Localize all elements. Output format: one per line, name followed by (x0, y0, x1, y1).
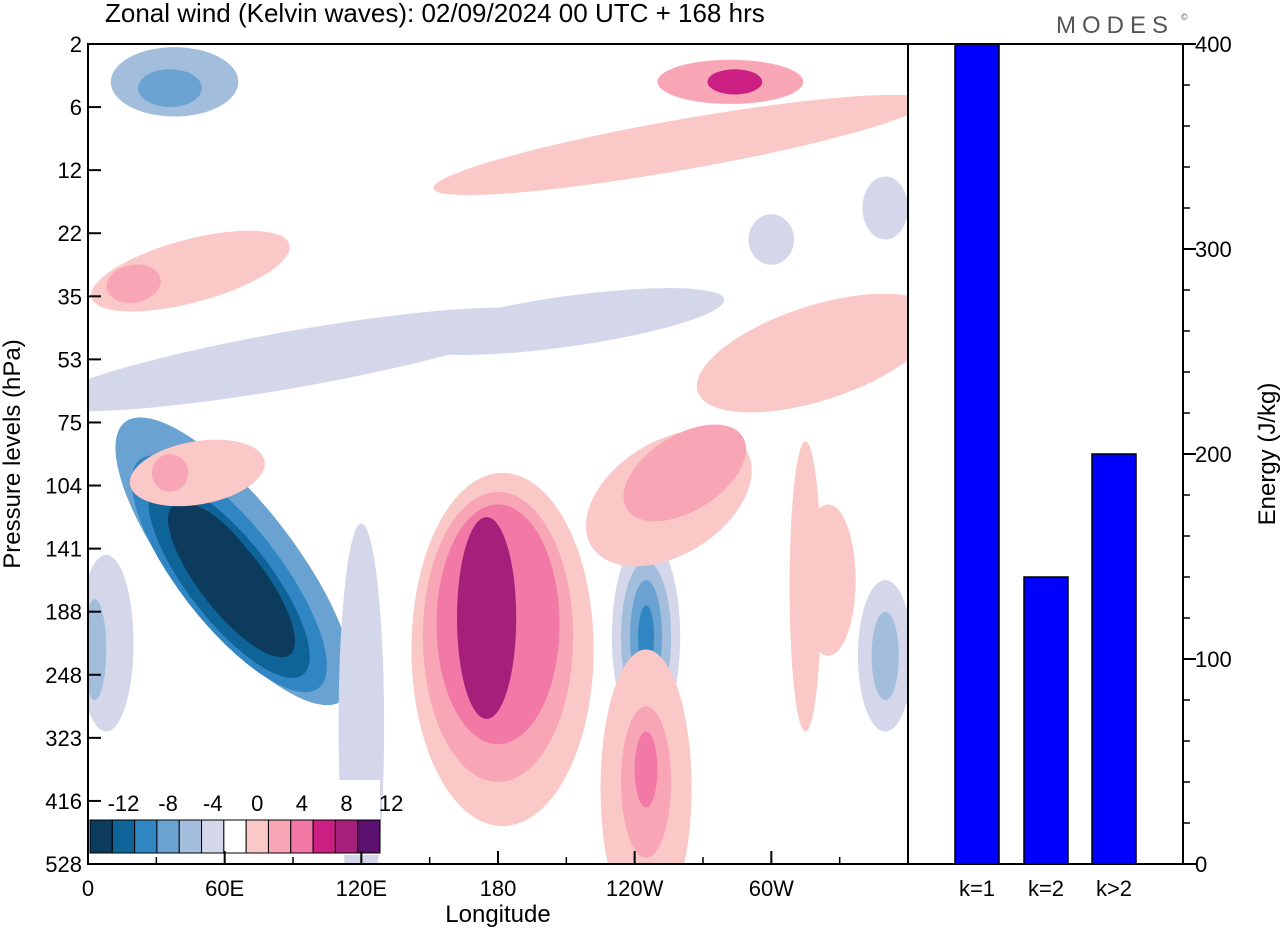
colorbar-label: 0 (251, 791, 263, 816)
y-tick-label: 104 (45, 474, 82, 499)
contour-region-38 (800, 504, 856, 656)
heatmap-x-axis-label: Longitude (445, 901, 550, 928)
y-tick-label: 75 (58, 410, 82, 435)
chart-title: Zonal wind (Kelvin waves): 02/09/2024 00… (105, 0, 765, 28)
contour-region-32 (707, 69, 763, 95)
colorbar-swatch (134, 819, 158, 854)
energy-frame (907, 43, 1184, 865)
x-tick-label: 0 (82, 876, 94, 901)
energy-bar-2 (1023, 576, 1069, 865)
contour-region-7 (88, 307, 540, 412)
contour-region-19 (748, 214, 795, 265)
energy-y-tick-label: 400 (1195, 32, 1232, 57)
energy-bar-panel: 0 100 200 300 400 k=1 k=2 k>2 Energy (J/kg) (954, 32, 1280, 901)
y-tick-label: 2 (70, 32, 82, 57)
contour-region-34 (106, 264, 161, 303)
colorbar-label: -12 (108, 791, 140, 816)
contour-region-4 (177, 504, 272, 619)
y-tick-label: 12 (58, 158, 82, 183)
y-tick-label: 248 (45, 663, 82, 688)
contour-region-9 (338, 523, 385, 864)
energy-bar-3 (1091, 453, 1137, 865)
energy-y-tick-label: 200 (1195, 442, 1232, 467)
x-tick-label: 60W (749, 876, 794, 901)
contour-region-23 (457, 517, 517, 719)
heatmap-y-axis-label: Pressure levels (hPa) (0, 339, 26, 568)
energy-y-tick-label: 300 (1195, 237, 1232, 262)
contour-region-8 (408, 288, 725, 355)
contour-region-6 (138, 69, 202, 108)
heatmap-panel: -12 -8 -4 0 4 8 12 2 6 12 22 35 53 75 104 141 188 248 323… (0, 32, 908, 928)
brand-copyright-mark: © (1181, 12, 1188, 22)
x-tick-label: 120W (606, 876, 664, 901)
energy-category-label: k=1 (959, 876, 995, 901)
colorbar-label: 4 (296, 791, 308, 816)
y-tick-label: 53 (58, 347, 82, 372)
colorbar-label: 12 (379, 791, 403, 816)
contour-region-36 (151, 454, 189, 492)
y-tick-label: 141 (45, 537, 82, 562)
energy-y-tick-label: 0 (1195, 852, 1207, 877)
y-tick-label: 416 (45, 789, 82, 814)
contour-region-29 (696, 293, 908, 413)
y-tick-label: 188 (45, 600, 82, 625)
x-tick-label: 60E (205, 876, 244, 901)
colorbar-swatch (111, 819, 136, 854)
colorbar-swatch (223, 819, 247, 854)
contour-region-11 (88, 599, 107, 700)
contour-region-28 (623, 424, 747, 522)
y-tick-label: 6 (70, 95, 82, 120)
brand-logo: MODES (1056, 12, 1174, 39)
colorbar-swatch (245, 819, 269, 854)
x-tick-label: 180 (480, 876, 517, 901)
energy-y-tick-label: 100 (1195, 647, 1232, 672)
energy-x-axis: k=1 k=2 k>2 (959, 876, 1132, 901)
colorbar-label: -4 (203, 791, 223, 816)
colorbar-swatch (178, 819, 203, 854)
x-tick-label: 120E (336, 876, 387, 901)
colorbar-swatch (357, 819, 381, 854)
energy-bars (954, 43, 1137, 865)
colorbar-swatch (334, 819, 359, 854)
y-tick-label: 22 (58, 221, 82, 246)
colorbar-label: -8 (158, 791, 178, 816)
energy-y-axis-label: Energy (J/kg) (1254, 383, 1280, 526)
y-tick-label: 35 (58, 284, 82, 309)
contour-region-13 (871, 611, 899, 700)
heatmap-y-axis: 2 6 12 22 35 53 75 104 141 188 248 323 416 528 (45, 32, 101, 877)
heatmap-contours (88, 47, 908, 864)
colorbar-swatch (89, 819, 113, 854)
colorbar-swatch (312, 819, 336, 854)
colorbar-swatch (201, 819, 225, 854)
colorbar-swatch (290, 819, 314, 854)
colorbar: -12 -8 -4 0 4 8 12 (89, 780, 403, 855)
energy-bar-1 (954, 43, 1000, 865)
energy-category-label: k>2 (1096, 876, 1132, 901)
colorbar-swatch (156, 819, 180, 854)
energy-category-label: k=2 (1028, 876, 1064, 901)
heatmap-x-axis: 0 60E 120E 180 120W 60W (82, 851, 841, 901)
energy-y-axis: 0 100 200 300 400 (1183, 32, 1232, 877)
contour-region-30 (433, 94, 908, 196)
colorbar-label: 8 (340, 791, 352, 816)
colorbar-swatch (267, 819, 292, 854)
y-tick-label: 528 (45, 852, 82, 877)
y-tick-label: 323 (45, 726, 82, 751)
contour-region-26 (634, 731, 658, 808)
contour-region-18 (862, 176, 908, 240)
